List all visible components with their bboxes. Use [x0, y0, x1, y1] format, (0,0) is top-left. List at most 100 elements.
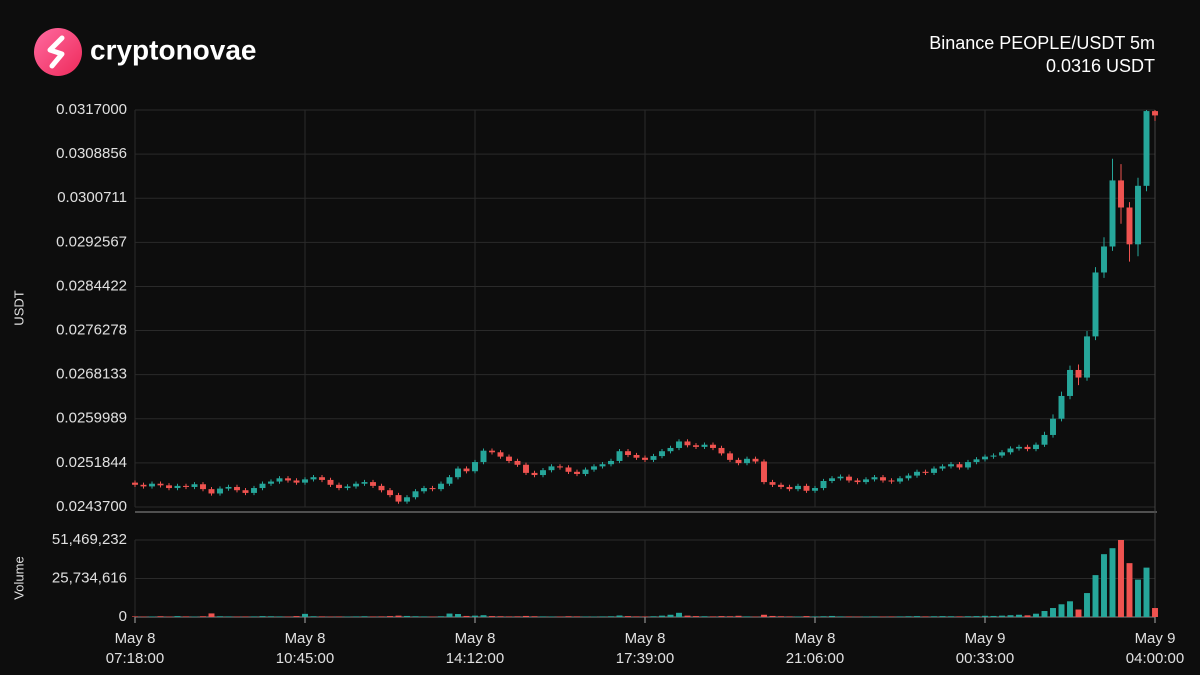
volume-bar: [319, 616, 325, 617]
volume-bar: [429, 616, 436, 618]
volume-bar: [990, 615, 997, 617]
candle-body: [582, 469, 589, 474]
candle-body: [854, 480, 861, 483]
volume-bar: [353, 616, 359, 617]
candle-body: [200, 484, 206, 490]
volume-bar: [1143, 567, 1150, 617]
volume-bar: [659, 615, 665, 617]
volume-bar: [650, 616, 657, 617]
candle-body: [149, 483, 155, 487]
candle-body: [310, 477, 317, 480]
candle-body: [293, 480, 300, 483]
volume-bar: [234, 616, 240, 618]
candle-body: [999, 452, 1005, 456]
y-tick-label: 0.0300711: [57, 189, 127, 206]
volume-bar: [948, 616, 954, 617]
volume-bar: [1118, 540, 1124, 617]
volume-bar: [548, 616, 555, 617]
y-tick-label: 0.0251844: [56, 454, 127, 471]
candle-body: [446, 477, 453, 484]
candle-body: [548, 466, 555, 471]
candle-body: [846, 476, 852, 481]
volume-bar: [463, 615, 470, 617]
volume-bar: [982, 615, 988, 617]
candle-body: [888, 480, 895, 482]
volume-bar: [820, 616, 827, 617]
volume-bar: [225, 616, 232, 617]
candle-body: [327, 479, 334, 485]
volume-bar: [217, 616, 223, 617]
x-tick-label: May 8 07:18:00: [105, 630, 165, 667]
candle-body: [302, 479, 308, 483]
candle-body: [1007, 448, 1014, 453]
candle-body: [429, 488, 436, 490]
volume-bar: [285, 616, 291, 618]
volume-bar: [1058, 604, 1065, 617]
volume-bar: [1075, 609, 1082, 617]
volume-bar: [752, 616, 759, 618]
candle-body: [837, 476, 844, 479]
volume-bar: [973, 616, 980, 617]
volume-bar: [693, 616, 699, 617]
candle-body: [378, 485, 385, 491]
candle-body: [276, 478, 283, 482]
volume-bar: [497, 616, 504, 617]
x-tick-label: May 8 14:12:00: [445, 630, 505, 667]
volume-bar: [378, 616, 385, 617]
volume-bar: [591, 616, 597, 618]
volume-bar: [795, 616, 801, 617]
volume-bar: [812, 616, 818, 617]
volume-bar: [523, 615, 529, 617]
candle-body: [676, 441, 682, 448]
candle-body: [387, 490, 393, 496]
candle-body: [336, 484, 342, 489]
volume-bar: [1109, 548, 1116, 617]
y-tick-label: 0.0268133: [56, 366, 127, 383]
y-tick-label: 0.0259989: [56, 410, 127, 427]
candle-body: [761, 461, 767, 483]
candle-body: [225, 486, 232, 489]
volume-bar: [140, 616, 147, 618]
candle-body: [574, 471, 580, 474]
candle-body: [905, 475, 912, 479]
candle-body: [1033, 444, 1039, 450]
volume-bar: [293, 616, 300, 617]
candle-body: [659, 451, 665, 457]
volume-bar: [914, 616, 920, 617]
candle-body: [633, 455, 640, 458]
candle-body: [183, 485, 189, 487]
candle-body: [701, 444, 708, 447]
volume-bar: [157, 616, 164, 617]
volume-bar: [268, 616, 274, 617]
candle-body: [710, 444, 716, 448]
volume-bar: [1024, 615, 1031, 617]
volume-bar: [965, 616, 971, 617]
volume-bar: [1152, 608, 1158, 617]
candle-body: [667, 447, 674, 452]
candle-body: [523, 464, 529, 473]
volume-bar: [642, 616, 648, 617]
y-tick-label: 0.0317000: [56, 101, 127, 118]
volume-bar: [412, 616, 419, 617]
candle-body: [361, 482, 368, 484]
volume-bar: [1007, 615, 1014, 617]
candle-body: [829, 478, 835, 482]
volume-bar: [174, 616, 181, 617]
candle-body: [922, 471, 929, 473]
candle-body: [778, 484, 784, 487]
volume-bar: [905, 616, 912, 617]
volume-bar: [446, 613, 453, 617]
volume-bar: [769, 615, 776, 617]
candle-body: [540, 470, 546, 476]
candle-body: [1024, 446, 1031, 450]
volume-bar: [531, 616, 538, 617]
candle-body: [948, 464, 954, 467]
volume-bar: [191, 616, 198, 618]
candle-body: [565, 467, 572, 472]
x-tick-label: May 9 04:00:00: [1125, 630, 1185, 667]
candle-body: [157, 483, 164, 486]
candle-body: [463, 468, 470, 472]
volume-bar: [744, 616, 750, 617]
candle-body: [1058, 395, 1065, 419]
